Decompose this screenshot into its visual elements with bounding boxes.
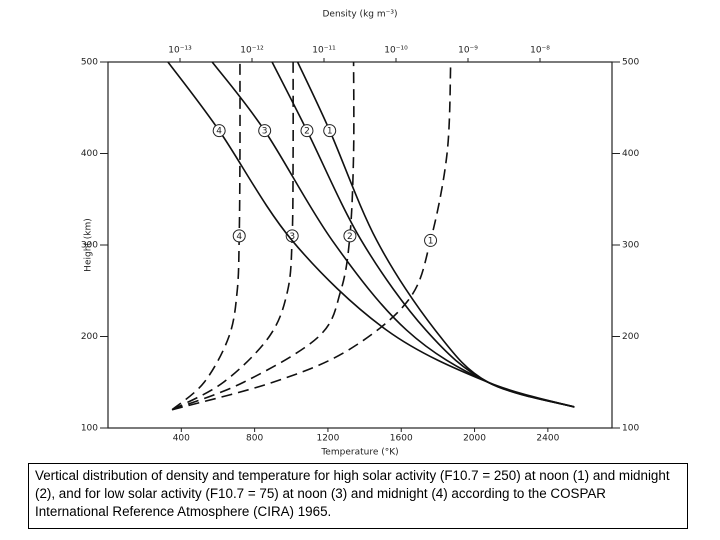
top-axis-title: Density (kg m⁻³) — [322, 10, 397, 20]
curve-label: 4 — [216, 127, 222, 137]
x2-tick-label: 10⁻¹⁰ — [384, 46, 408, 56]
y2-tick-label: 300 — [622, 241, 639, 251]
x-tick-label: 2400 — [536, 434, 559, 444]
curve-label-circle — [285, 229, 299, 243]
x-axis-title: Temperature (°K) — [320, 448, 398, 458]
curve-label: 3 — [262, 127, 268, 137]
y-tick-label: 200 — [81, 332, 98, 342]
curve — [171, 61, 241, 411]
x-tick-label: 800 — [246, 434, 263, 444]
y2-tick-label: 500 — [622, 58, 639, 68]
x-tick-label: 2000 — [463, 434, 486, 444]
x2-tick-label: 10⁻¹¹ — [312, 46, 336, 56]
curve-label-circle — [300, 124, 314, 138]
curve-label-circle — [212, 124, 226, 138]
curve-label: 1 — [428, 236, 434, 246]
y-tick-label: 300 — [81, 241, 98, 251]
curve-label-circle — [232, 229, 246, 243]
curve-label-circle — [323, 124, 337, 138]
x2-tick-label: 10⁻¹³ — [168, 46, 192, 56]
curve — [171, 61, 294, 411]
y-tick-label: 400 — [81, 149, 98, 159]
y-tick-label: 100 — [81, 424, 98, 434]
curve — [271, 61, 575, 408]
plot-frame — [107, 61, 613, 429]
curve-label-circle — [424, 233, 438, 247]
curve — [167, 61, 575, 408]
x2-tick-label: 10⁻⁹ — [458, 46, 478, 56]
curve — [171, 61, 355, 411]
x2-tick-label: 10⁻¹² — [240, 46, 264, 56]
curve-label-circle — [343, 229, 357, 243]
curve-label: 1 — [327, 127, 333, 137]
x-tick-label: 1200 — [316, 434, 339, 444]
curve-label: 2 — [304, 127, 310, 137]
y2-tick-label: 400 — [622, 149, 639, 159]
x2-tick-label: 10⁻⁸ — [530, 46, 550, 56]
curve — [211, 61, 575, 408]
x-tick-label: 1600 — [390, 434, 413, 444]
curve-label-circle — [258, 124, 272, 138]
caption: Vertical distribution of density and tem… — [28, 463, 688, 529]
x-tick-label: 400 — [173, 434, 190, 444]
curve-label: 2 — [347, 232, 353, 242]
y2-tick-label: 200 — [622, 332, 639, 342]
curve-label: 3 — [289, 232, 295, 242]
chart: Density (kg m⁻³) Temperature (°K) Height… — [81, 10, 640, 458]
curve — [171, 61, 452, 411]
y2-tick-label: 100 — [622, 424, 639, 434]
y-axis-title: Height (km) — [84, 218, 94, 272]
y-tick-label: 500 — [81, 58, 98, 68]
curve-label: 4 — [236, 232, 242, 242]
